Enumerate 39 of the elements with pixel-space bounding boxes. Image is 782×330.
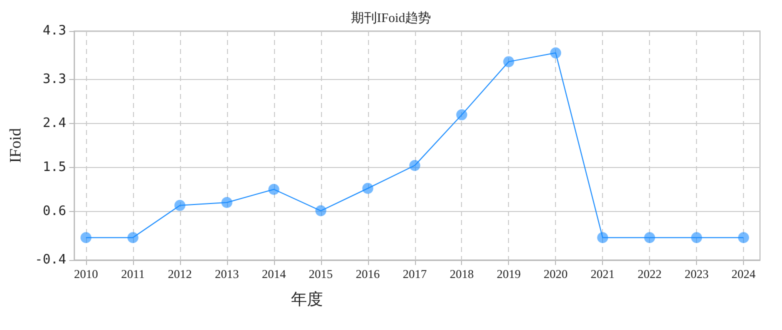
point	[503, 56, 514, 68]
point	[80, 232, 92, 244]
y-tick-label: 1.5	[42, 160, 66, 175]
x-tick-label: 2014	[262, 267, 286, 281]
y-tick-label: 4.3	[42, 24, 66, 38]
point	[362, 182, 374, 194]
x-tick-label: 2011	[121, 267, 145, 281]
chart-title: 期刊IFoid趋势	[350, 10, 432, 25]
x-tick-label: 2019	[496, 267, 521, 281]
x-tick-label: 2018	[450, 267, 474, 281]
point	[315, 205, 326, 216]
point	[550, 47, 562, 58]
point	[268, 184, 280, 195]
point	[174, 200, 186, 211]
point	[127, 232, 138, 244]
x-tick-label: 2020	[544, 267, 568, 281]
point	[738, 232, 750, 244]
x-tick-label: 2017	[402, 267, 427, 281]
point	[456, 109, 468, 120]
y-axis-title: IFoid	[8, 128, 24, 163]
x-tick-label: 2023	[684, 267, 709, 281]
x-tick-label: 2010	[74, 267, 98, 281]
y-tick-label: -0.4	[34, 252, 66, 268]
y-tick-label: 3.3	[42, 72, 66, 88]
x-tick-label: 2013	[214, 267, 239, 281]
x-tick-label: 2016	[356, 267, 380, 281]
point	[644, 232, 656, 244]
x-tick-label: 2024	[732, 267, 756, 281]
x-tick-label: 2012	[168, 267, 192, 281]
point	[691, 232, 702, 244]
x-axis-title: 年度	[291, 290, 324, 308]
point	[597, 232, 608, 244]
x-tick-label: 2021	[590, 267, 615, 281]
point	[409, 160, 420, 171]
y-tick-label: 0.6	[42, 204, 66, 219]
x-tick-label: 2015	[308, 267, 333, 281]
point	[221, 197, 232, 208]
y-tick-label: 2.4	[42, 116, 66, 132]
x-tick-label: 2022	[638, 267, 662, 281]
